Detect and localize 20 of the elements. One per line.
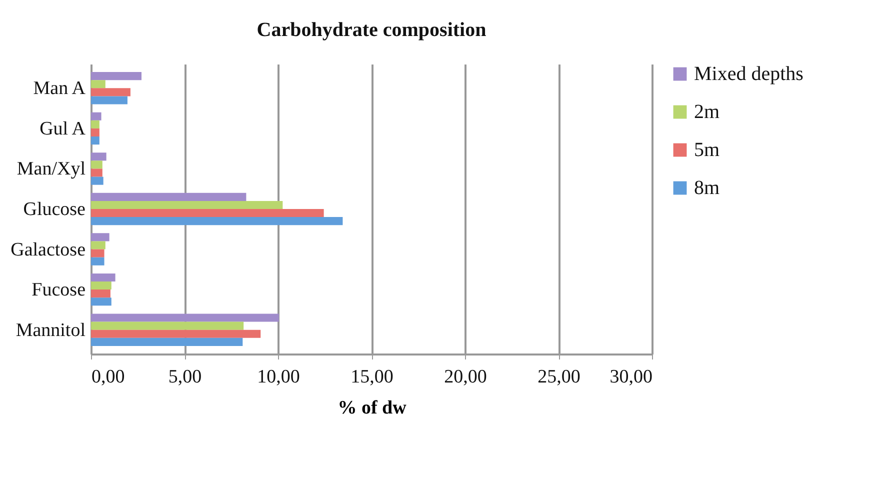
legend-label: 5m [694, 139, 720, 161]
legend-label: 2m [694, 101, 720, 123]
x-tick-label: 10,00 [257, 366, 300, 388]
legend-label: 8m [694, 177, 720, 199]
y-tick-label: Man A [33, 78, 86, 100]
y-tick-label: Man/Xyl [16, 158, 86, 180]
chart-title: Carbohydrate composition [256, 19, 486, 41]
x-tick-label: 30,00 [610, 366, 652, 388]
x-tick-label: 15,00 [350, 366, 394, 388]
x-axis-title: % of dw [338, 398, 407, 418]
x-tick-label: 5,00 [168, 366, 202, 388]
x-tick-label: 20,00 [444, 366, 487, 388]
legend-label: Mixed depths [694, 63, 804, 85]
x-tick-label: 25,00 [538, 366, 580, 388]
y-tick-label: Gul A [40, 118, 86, 140]
y-tick-label: Fucose [32, 280, 86, 301]
x-tick-label: 0,00 [92, 366, 125, 388]
y-tick-label: Galactose [10, 239, 86, 260]
y-tick-label: Mannitol [16, 320, 86, 341]
y-tick-label: Glucose [23, 199, 86, 220]
